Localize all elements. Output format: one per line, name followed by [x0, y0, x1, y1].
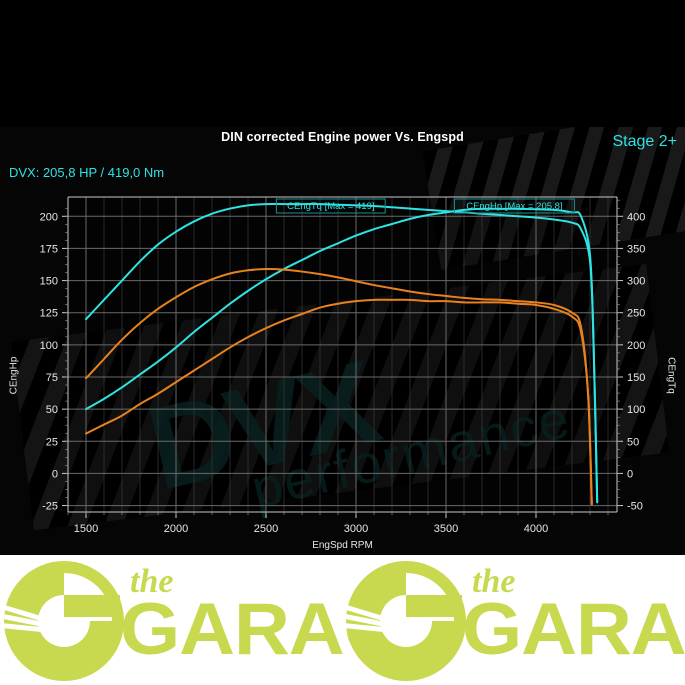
- series-line-stock-torque: [85, 267, 593, 506]
- y-axis-tick-label-right: 50: [627, 436, 639, 448]
- y-axis-tick-label-left: 150: [40, 276, 58, 288]
- y-axis-tick-label-left: 100: [40, 340, 58, 352]
- plot-area: -25 0 25 50 75 100 125 150 175 200 -50 0 50 100 150 200…: [40, 196, 645, 535]
- x-axis-tick-label: 2500: [254, 523, 278, 535]
- logo-garage-text: GARAGE: [462, 589, 685, 670]
- y-axis-tick-label-right: 350: [627, 243, 645, 255]
- y-axis-tick-label-right: 100: [627, 404, 645, 416]
- x-axis-tick-label: 3000: [344, 523, 368, 535]
- page-title: DIN corrected Engine power Vs. Engspd: [221, 130, 464, 144]
- legend-box-1: [453, 198, 575, 214]
- legend-label-0: CEngTq [Max = 419]: [287, 201, 374, 212]
- plot-background: [68, 197, 617, 512]
- y-axis-tick-label-right: 150: [627, 372, 645, 384]
- y-axis-tick-label-left: 125: [40, 308, 58, 320]
- y-axis-tick-label-right: 0: [627, 468, 633, 480]
- y-axis-tick-label-left: 0: [52, 468, 58, 480]
- y-axis-tick-label-right: 400: [627, 211, 645, 223]
- garage-g-icon: [342, 557, 470, 685]
- top-black-area: [0, 0, 685, 127]
- dyno-chart-panel: DVX performance DIN corrected Engine pow…: [0, 127, 685, 555]
- y-axis-tick-label-left: 25: [46, 436, 58, 448]
- series-group: [85, 202, 599, 506]
- x-axis-label: EngSpd RPM: [312, 540, 373, 551]
- x-axis-tick-label: 4000: [524, 523, 548, 535]
- y-axis-tick-label-left: 175: [40, 243, 58, 255]
- legend-box-0: [275, 198, 386, 214]
- y-axis-tick-label-left: -25: [42, 501, 58, 513]
- logo-the-text: the: [472, 563, 516, 600]
- garage-g-icon: [0, 557, 128, 685]
- series-line-cenghp-max-205-8: [85, 207, 599, 503]
- y-axis-tick-label-left: 200: [40, 211, 58, 223]
- legend-label-1: CEngHp [Max = 205,8]: [466, 201, 562, 212]
- y-axis-tick-label-right: 300: [627, 276, 645, 288]
- x-axis-tick-label: 1500: [74, 523, 98, 535]
- y-axis-tick-label-right: -50: [627, 501, 643, 513]
- status-badge: Stage 2+: [612, 133, 678, 150]
- x-axis-tick-label: 2000: [164, 523, 188, 535]
- series-line-cengtq-max-419: [85, 202, 599, 504]
- y-axis-tick-label-left: 75: [46, 372, 58, 384]
- y-axis-tick-label-left: 50: [46, 404, 58, 416]
- dvx-readout: DVX: 205,8 HP / 419,0 Nm: [9, 165, 165, 180]
- y-axis-tick-label-right: 200: [627, 340, 645, 352]
- y-axis-tick-label-right: 250: [627, 308, 645, 320]
- x-axis-tick-label: 3500: [434, 523, 458, 535]
- garage-logo-banner: theGARAGEtheGARAGE: [0, 555, 685, 685]
- series-line-stock-power: [85, 298, 593, 506]
- logo-the-text: the: [130, 563, 174, 600]
